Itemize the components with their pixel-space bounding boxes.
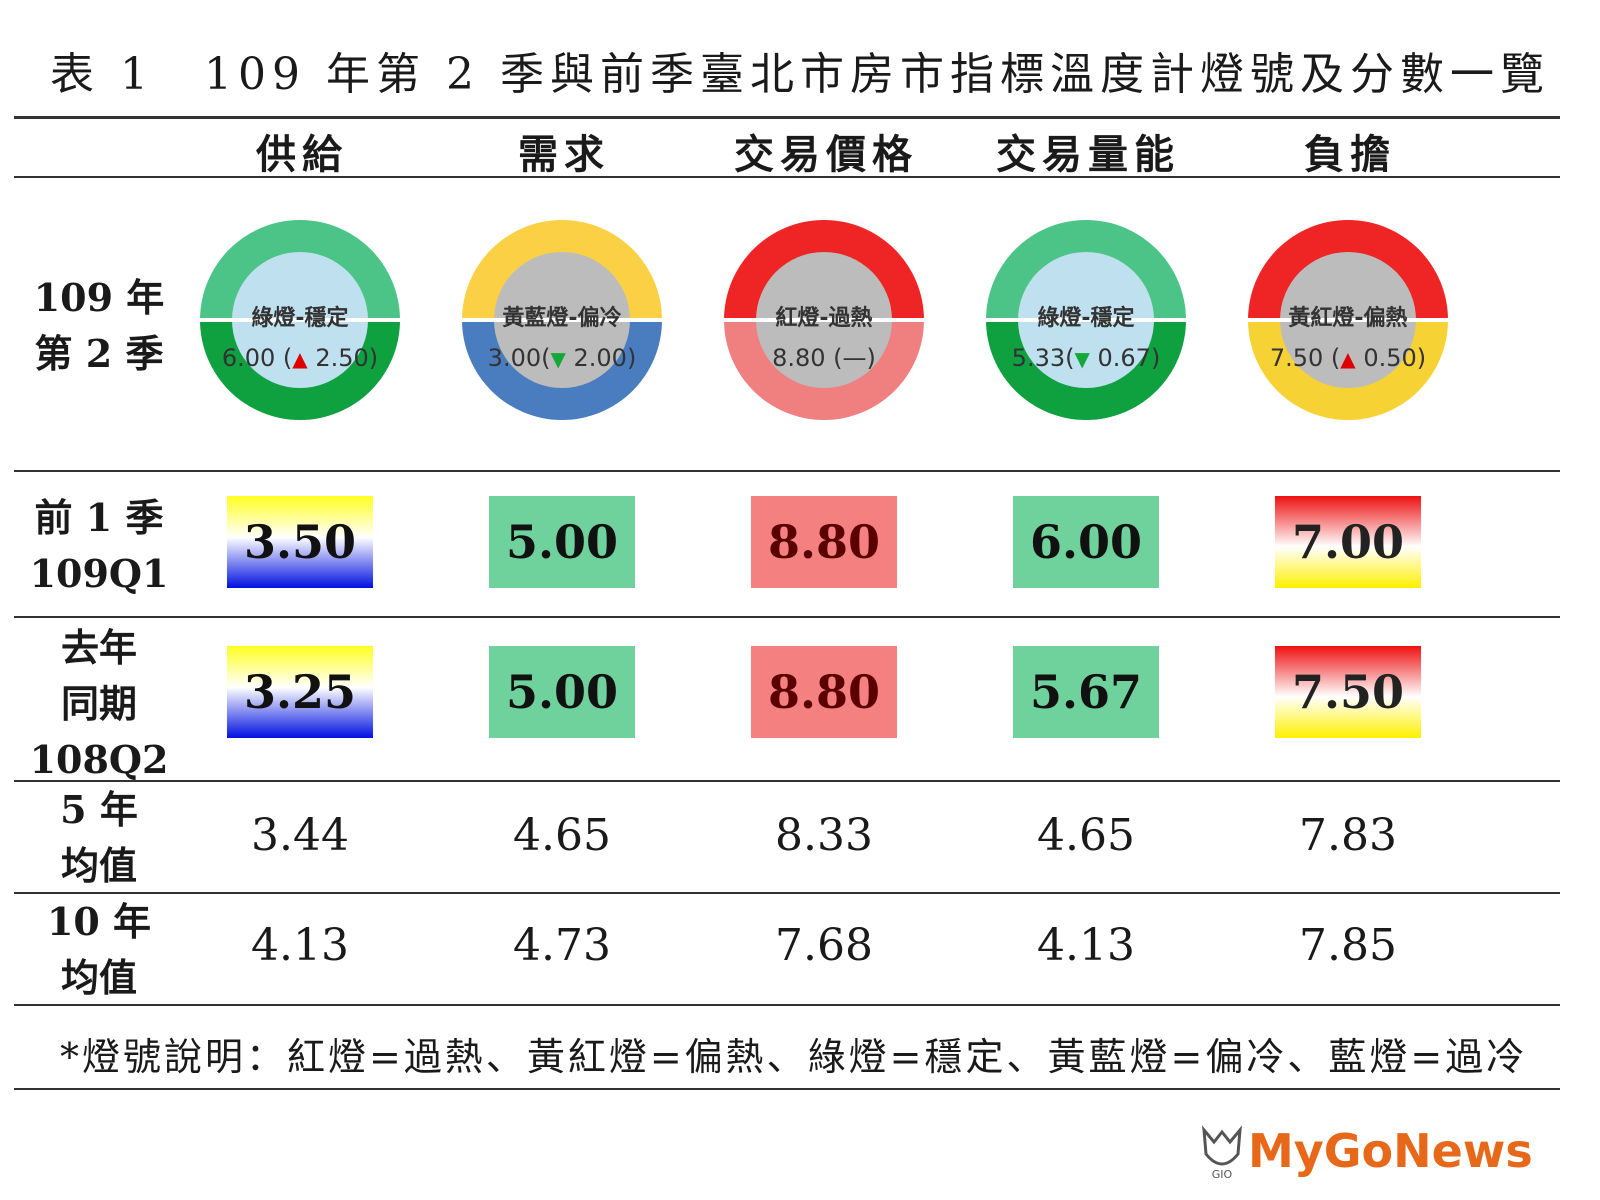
avg10-value: 4.13 — [251, 920, 349, 971]
column-header-supply: 供給 — [256, 131, 348, 178]
last-year-score: 8.80 — [751, 646, 897, 738]
light-score: 5.33(▼ 0.67) — [986, 344, 1186, 372]
arrow-up-icon: ▲ — [1340, 347, 1356, 371]
light-status: 綠燈-穩定 — [251, 306, 349, 331]
prev-quarter-score: 6.00 — [1013, 496, 1159, 588]
score-text: 8.80 (—) — [772, 344, 876, 372]
light-status: 黃藍燈-偏冷 — [502, 306, 622, 331]
rule-bottom — [14, 1088, 1560, 1090]
last-year-score: 3.25 — [227, 646, 373, 738]
avg5-value: 8.33 — [775, 810, 873, 861]
rule-row2 — [14, 616, 1560, 618]
table-title: 表 1 109 年第 2 季與前季臺北市房市指標溫度計燈號及分數一覽 — [50, 49, 1550, 100]
column-header-burden: 負擔 — [1304, 131, 1396, 178]
last-year-score: 7.50 — [1275, 646, 1421, 738]
arrow-down-icon: ▼ — [1074, 347, 1090, 371]
score-text: 6.00 ( — [221, 344, 293, 372]
avg10-value: 7.68 — [775, 920, 873, 971]
row-header-avg10: 10 年 均值 — [46, 899, 152, 1000]
row-header-avg5: 5 年 均值 — [60, 787, 138, 888]
light-status: 黃紅燈-偏熱 — [1288, 306, 1408, 331]
avg10-value: 4.13 — [1037, 920, 1135, 971]
light-score: 8.80 (—) — [724, 344, 924, 372]
light-status: 紅燈-過熱 — [775, 306, 873, 331]
rule-row1 — [14, 470, 1560, 472]
ring-divider — [986, 318, 1186, 322]
score-text: 5.33( — [1011, 344, 1075, 372]
ring-divider — [724, 318, 924, 322]
light-score: 6.00 (▲ 2.50) — [200, 344, 400, 372]
column-header-volume: 交易量能 — [996, 131, 1180, 178]
prev-quarter-score: 8.80 — [751, 496, 897, 588]
rule-row5 — [14, 1004, 1560, 1006]
light-ring: 黃紅燈-偏熱 7.50 (▲ 0.50) — [1248, 220, 1448, 420]
rule-header — [14, 176, 1560, 178]
prev-quarter-score: 5.00 — [489, 496, 635, 588]
avg10-value: 7.85 — [1299, 920, 1397, 971]
score-change: 0.50) — [1355, 344, 1427, 372]
avg5-value: 3.44 — [251, 810, 349, 861]
mygonews-mark-icon: GIO — [1202, 1125, 1242, 1180]
avg5-value: 4.65 — [513, 810, 611, 861]
avg5-value: 4.65 — [1037, 810, 1135, 861]
light-status: 綠燈-穩定 — [1037, 306, 1135, 331]
arrow-up-icon: ▲ — [292, 347, 308, 371]
prev-quarter-score: 7.00 — [1275, 496, 1421, 588]
light-ring: 綠燈-穩定 6.00 (▲ 2.50) — [200, 220, 400, 420]
avg5-value: 7.83 — [1299, 810, 1397, 861]
rule-top — [14, 116, 1560, 119]
score-change: 2.50) — [307, 344, 379, 372]
last-year-score: 5.67 — [1013, 646, 1159, 738]
row-header-prev-quarter: 前 1 季 109Q1 — [29, 495, 169, 596]
score-text: 7.50 ( — [1269, 344, 1341, 372]
ring-divider — [200, 318, 400, 322]
avg10-value: 4.73 — [513, 920, 611, 971]
score-text: 3.00( — [487, 344, 551, 372]
light-score: 7.50 (▲ 0.50) — [1248, 344, 1448, 372]
column-header-price: 交易價格 — [734, 131, 918, 178]
arrow-down-icon: ▼ — [550, 347, 566, 371]
score-change: 0.67) — [1089, 344, 1161, 372]
light-ring: 黃藍燈-偏冷 3.00(▼ 2.00) — [462, 220, 662, 420]
light-ring: 紅燈-過熱 8.80 (—) — [724, 220, 924, 420]
row-header-current: 109 年 第 2 季 — [33, 275, 165, 376]
ring-divider — [1248, 318, 1448, 322]
light-ring: 綠燈-穩定 5.33(▼ 0.67) — [986, 220, 1186, 420]
rule-row3 — [14, 780, 1560, 782]
column-header-demand: 需求 — [518, 131, 610, 178]
light-score: 3.00(▼ 2.00) — [462, 344, 662, 372]
light-legend-note: *燈號說明：紅燈=過熱、黃紅燈=偏熱、綠燈=穩定、黃藍燈=偏冷、藍燈=過冷 — [60, 1035, 1528, 1079]
row-header-last-year: 去年 同期 108Q2 — [29, 625, 169, 782]
score-change: 2.00) — [565, 344, 637, 372]
rule-row4 — [14, 892, 1560, 894]
logo-mark-text: GIO — [1212, 1168, 1233, 1180]
last-year-score: 5.00 — [489, 646, 635, 738]
mygonews-logo: MyGoNews — [1248, 1124, 1533, 1178]
ring-divider — [462, 318, 662, 322]
prev-quarter-score: 3.50 — [227, 496, 373, 588]
